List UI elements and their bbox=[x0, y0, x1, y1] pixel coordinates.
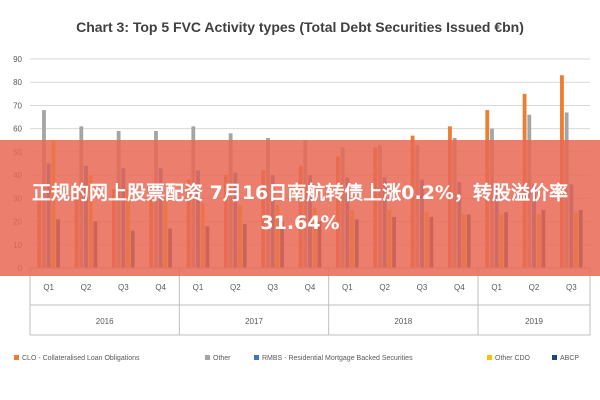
chart-title: Chart 3: Top 5 FVC Activity types (Total… bbox=[76, 19, 524, 35]
x-tick-label: Q1 bbox=[342, 283, 353, 292]
legend-swatch bbox=[14, 355, 19, 360]
legend-label: RMBS - Residential Mortgage Backed Secur… bbox=[262, 355, 413, 362]
x-tick-label: Q4 bbox=[305, 283, 316, 292]
headline-text: 正规的网上股票配资 7月16日南航转债上涨0.2%，转股溢价率31.64% bbox=[32, 182, 568, 234]
year-label: 2018 bbox=[394, 317, 412, 326]
x-tick-label: Q3 bbox=[417, 283, 428, 292]
y-tick-label: 70 bbox=[13, 101, 22, 110]
x-tick-label: Q4 bbox=[155, 283, 166, 292]
legend-label: Other CDO bbox=[495, 355, 531, 362]
y-tick-label: 80 bbox=[13, 78, 22, 87]
legend-label: ABCP bbox=[560, 355, 579, 362]
x-tick-label: Q2 bbox=[230, 283, 241, 292]
legend-swatch bbox=[487, 355, 492, 360]
headline-banner: 正规的网上股票配资 7月16日南航转债上涨0.2%，转股溢价率31.64% bbox=[0, 140, 600, 276]
y-tick-label: 60 bbox=[13, 125, 22, 134]
x-tick-label: Q3 bbox=[566, 283, 577, 292]
x-tick-label: Q1 bbox=[491, 283, 502, 292]
legend-swatch bbox=[205, 355, 210, 360]
x-tick-label: Q3 bbox=[267, 283, 278, 292]
x-tick-label: Q2 bbox=[81, 283, 92, 292]
year-label: 2016 bbox=[96, 317, 114, 326]
x-tick-label: Q3 bbox=[118, 283, 129, 292]
x-tick-label: Q4 bbox=[454, 283, 465, 292]
legend-swatch bbox=[552, 355, 557, 360]
legend-swatch bbox=[254, 355, 259, 360]
legend-label: CLO - Collateralised Loan Obligations bbox=[22, 355, 140, 362]
legend: CLO - Collateralised Loan Obligations Oth… bbox=[14, 355, 579, 362]
x-tick-label: Q2 bbox=[529, 283, 540, 292]
x-axis: Q1 Q2 Q3 Q4 Q1 Q2 Q3 Q4 Q1 Q2 Q3 Q4 Q1 Q2 Q3 2016 2017 20… bbox=[29, 267, 591, 336]
x-tick-label: Q1 bbox=[193, 283, 204, 292]
y-tick-label: 90 bbox=[13, 55, 22, 64]
x-tick-label: Q1 bbox=[43, 283, 54, 292]
legend-label: Other bbox=[213, 355, 231, 362]
year-label: 2019 bbox=[525, 317, 543, 326]
x-tick-label: Q2 bbox=[379, 283, 390, 292]
year-label: 2017 bbox=[245, 317, 263, 326]
